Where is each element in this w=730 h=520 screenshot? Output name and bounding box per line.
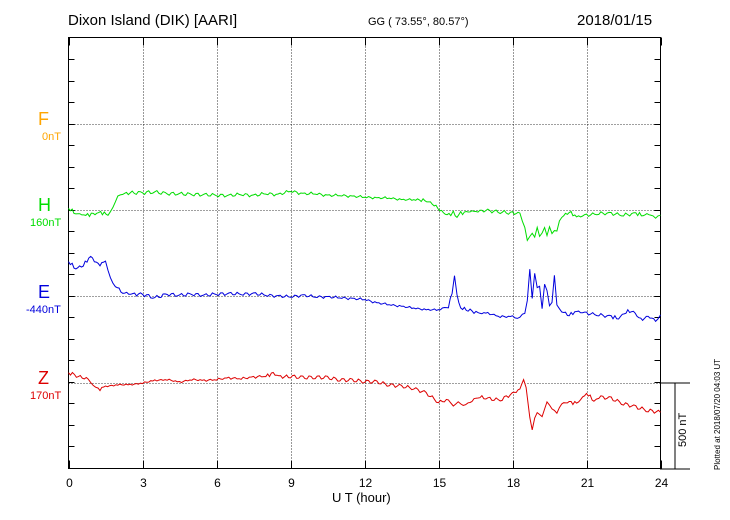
series-line-z (68, 371, 661, 431)
series-line-h (68, 189, 661, 242)
axis-ticks: 0 3 6 9 12 15 18 21 24 (66, 37, 669, 490)
x-tick-label-24: 24 (655, 476, 669, 490)
channel-letter-e: E (38, 282, 51, 302)
channel-baseline-e: -440nT (26, 304, 61, 316)
x-tick-label-21: 21 (581, 476, 595, 490)
x-tick-label-12: 12 (359, 476, 373, 490)
geographic-coords: GG ( 73.55°, 80.57°) (368, 16, 469, 28)
channel-baseline-f: 0nT (42, 131, 61, 143)
grid-lines (68, 37, 661, 469)
series-line-e (68, 255, 661, 323)
date-label: 2018/01/15 (577, 12, 653, 29)
x-tick-label-3: 3 (140, 476, 147, 490)
x-tick-label-0: 0 (66, 476, 73, 490)
plot-frame (68, 37, 661, 469)
channel-baseline-z: 170nT (30, 390, 62, 402)
channel-letter-h: H (38, 195, 51, 215)
scale-bar-label: 500 nT (677, 412, 689, 447)
series-lines (68, 189, 661, 431)
channel-letter-f: F (38, 109, 49, 129)
channel-letter-z: Z (38, 368, 49, 388)
x-axis-label: U T (hour) (332, 490, 391, 505)
x-tick-label-15: 15 (433, 476, 447, 490)
x-tick-label-9: 9 (288, 476, 295, 490)
x-tick-label-18: 18 (507, 476, 521, 490)
plotted-timestamp: Plotted at 2018/07/20 04:03 UT (713, 358, 722, 470)
channel-baseline-h: 160nT (30, 217, 62, 229)
station-title: Dixon Island (DIK) [AARI] (68, 12, 238, 29)
scale-bar (660, 382, 690, 470)
x-tick-label-6: 6 (214, 476, 221, 490)
